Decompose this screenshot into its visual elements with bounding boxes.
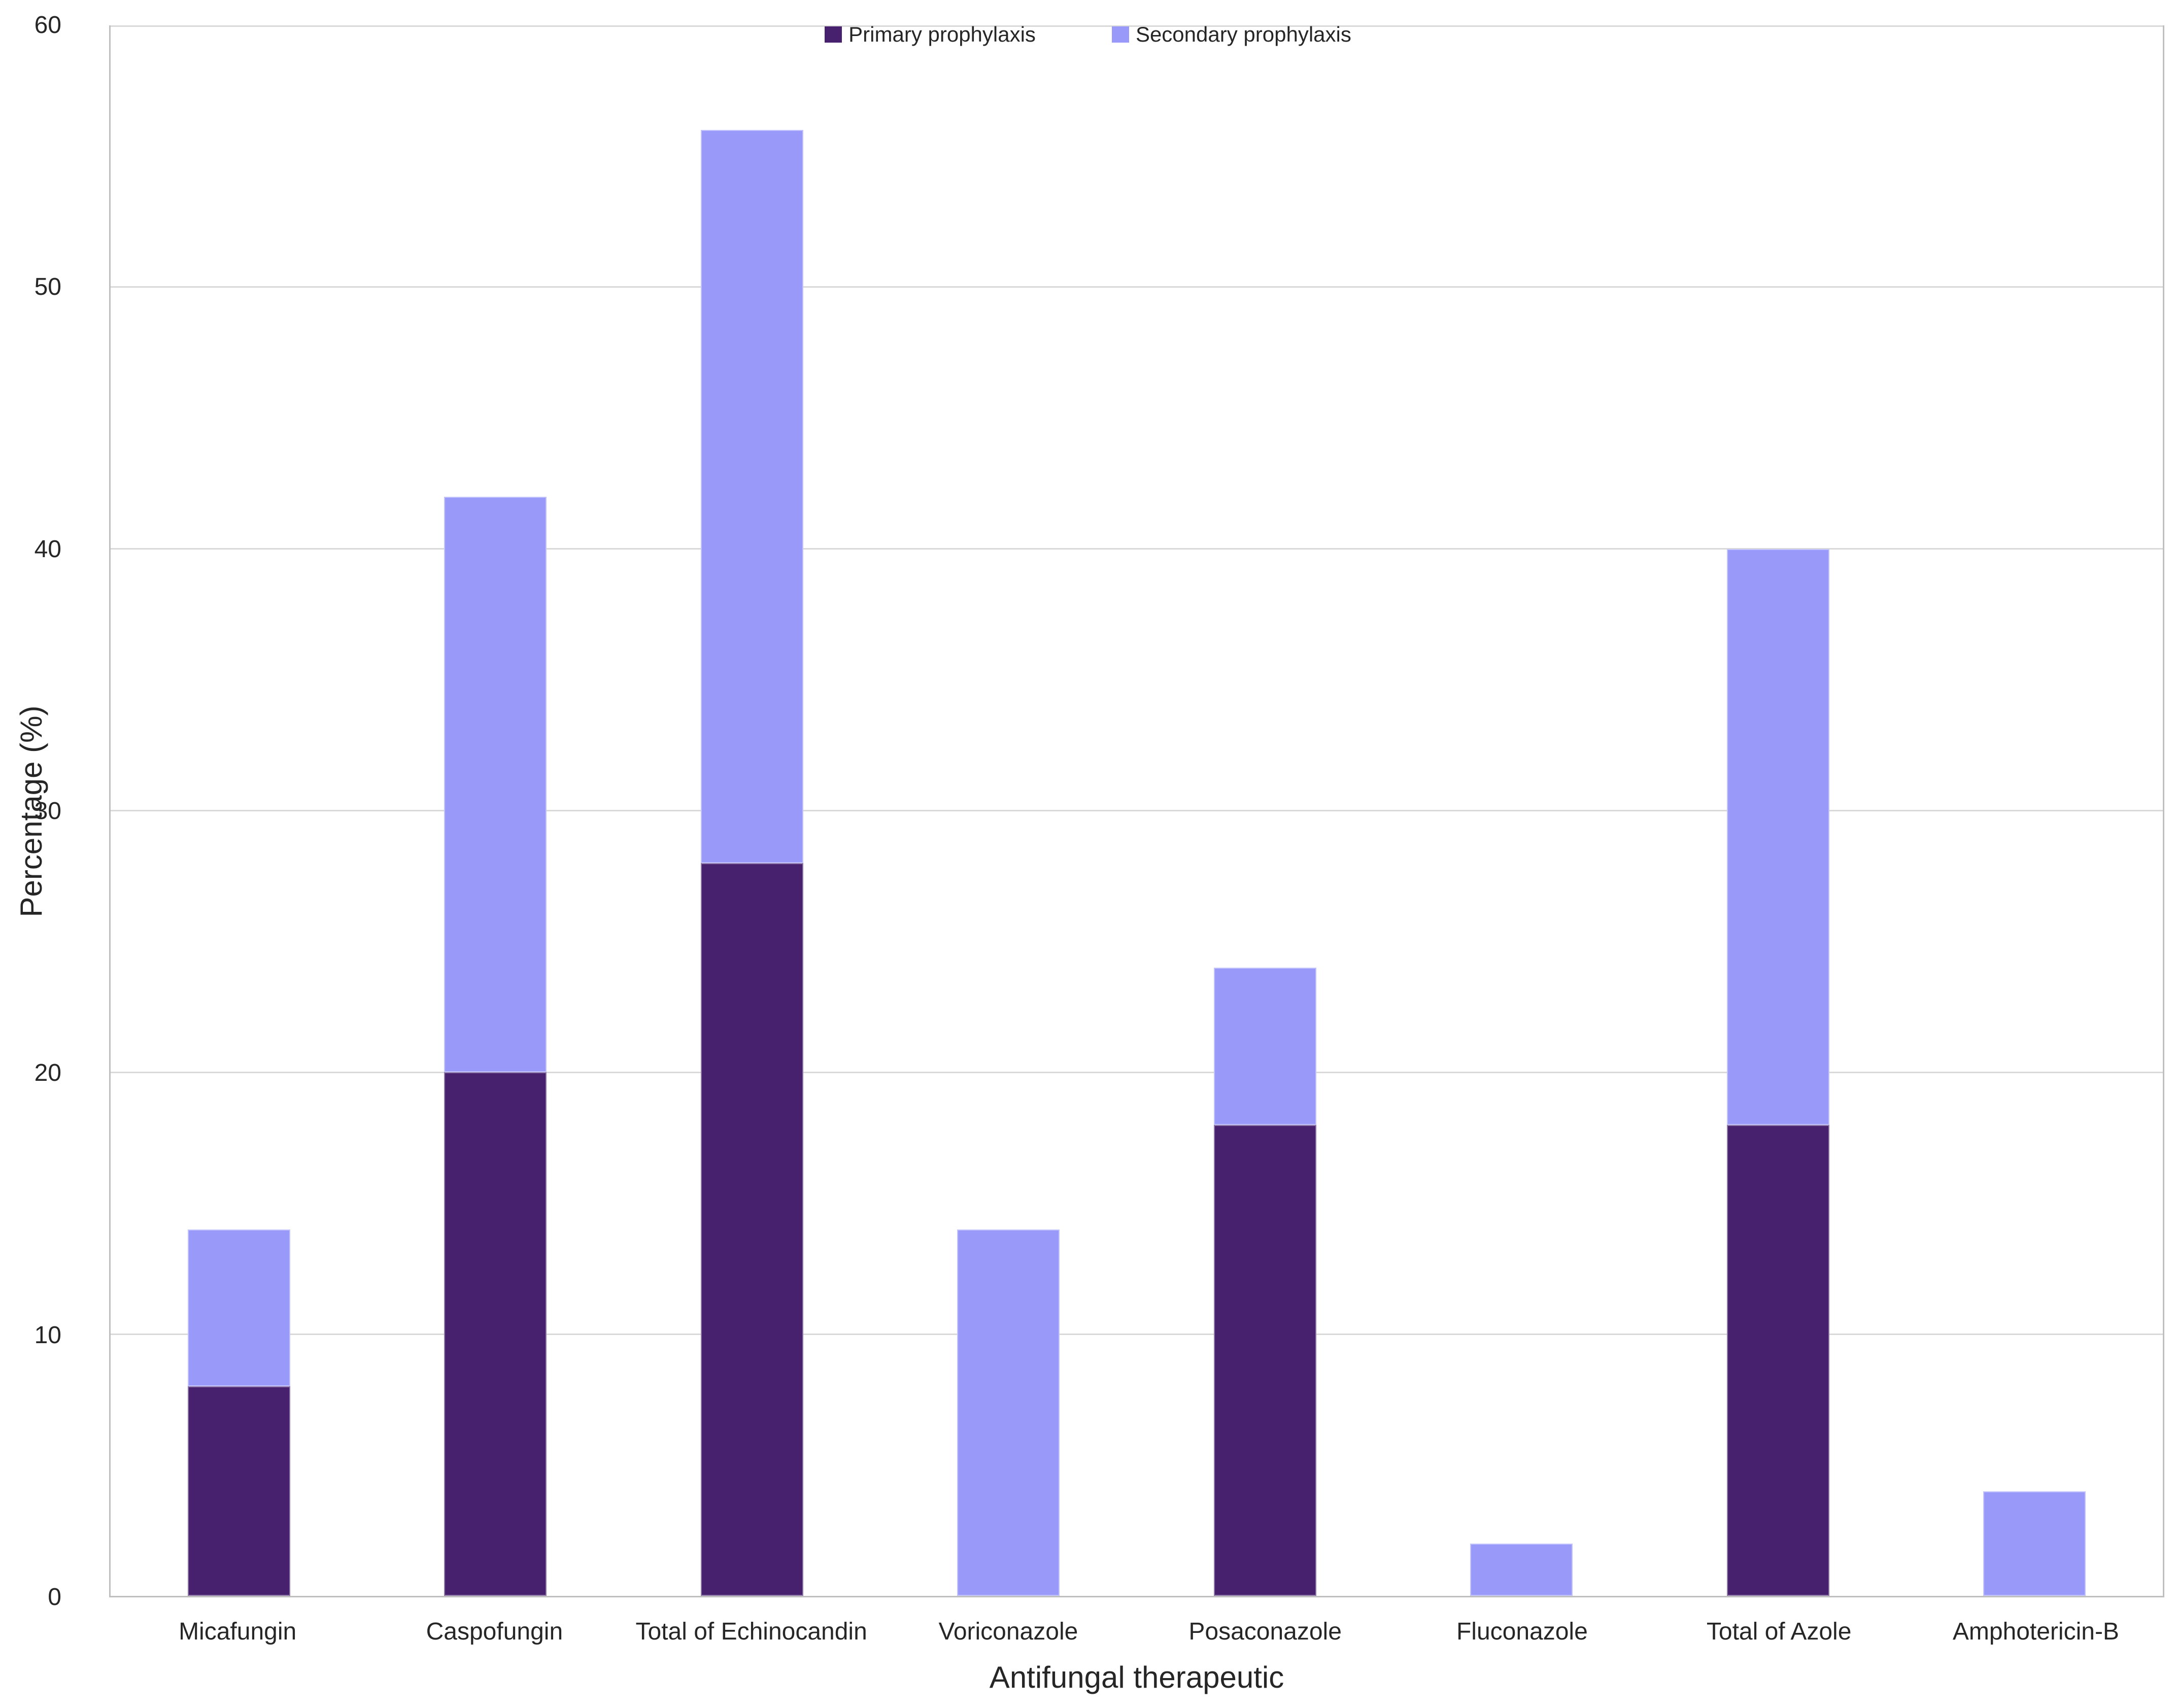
- bar-segment-primary: [444, 1072, 547, 1596]
- bar-segment-secondary: [1726, 549, 1829, 1125]
- y-tick-label-10: 10: [34, 1321, 61, 1349]
- bar-segment-primary: [187, 1386, 290, 1596]
- primary-series-swatch-icon: [825, 26, 842, 43]
- bar-segment-primary: [1213, 1124, 1316, 1596]
- bar-slot-total-of-azole: [1650, 25, 1907, 1596]
- y-tick-label-0: 0: [48, 1584, 61, 1611]
- x-category-label: Total of Azole: [1706, 1618, 1852, 1645]
- bar-slot-caspofungin: [367, 25, 624, 1596]
- x-axis-category-labels: Micafungin Caspofungin Total of Echinocand…: [109, 1618, 2164, 1654]
- bar-segment-secondary: [957, 1229, 1060, 1596]
- bar-segment-secondary: [1213, 968, 1316, 1125]
- bar-slot-posaconazole: [1137, 25, 1393, 1596]
- bar-segment-secondary: [700, 130, 803, 863]
- gridline-y-20: [111, 1071, 2163, 1073]
- gridline-y-30: [111, 810, 2163, 811]
- stacked-bar: [1213, 25, 1316, 1596]
- y-tick-label-30: 30: [34, 798, 61, 825]
- x-category-label: Posaconazole: [1188, 1618, 1342, 1645]
- bar-slot-voriconazole: [880, 25, 1137, 1596]
- x-category-label: Voriconazole: [938, 1618, 1078, 1645]
- stacked-bar: [1470, 25, 1573, 1596]
- bar-slot-total-of-echinocandin: [624, 25, 880, 1596]
- gridline-y-10: [111, 1333, 2163, 1335]
- secondary-series-swatch-icon: [1111, 26, 1129, 43]
- bar-slot-amphotericin-b: [1907, 25, 2163, 1596]
- stacked-bar: [444, 25, 547, 1596]
- gridline-y-60: [111, 25, 2163, 27]
- plot-area: [109, 25, 2164, 1597]
- x-axis-title: Antifungal therapeutic: [989, 1660, 1284, 1694]
- bar-slot-micafungin: [111, 25, 367, 1596]
- bar-segment-secondary: [1470, 1543, 1573, 1596]
- x-category-label: Fluconazole: [1456, 1618, 1588, 1645]
- legend-entry-secondary: Secondary prophylaxis: [1111, 22, 1351, 46]
- bar-segment-secondary: [1983, 1491, 2086, 1596]
- y-axis-tick-labels: 0 10 20 30 40 50 60: [0, 13, 85, 1610]
- stacked-bar: [1726, 25, 1829, 1596]
- bar-segment-primary: [1726, 1124, 1829, 1596]
- y-tick-label-50: 50: [34, 274, 61, 301]
- x-category-label: Total of Echinocandin: [635, 1618, 867, 1645]
- y-tick-label-60: 60: [34, 12, 61, 39]
- y-tick-label-20: 20: [34, 1060, 61, 1087]
- legend: Primary prophylaxis Secondary prophylaxi…: [0, 15, 2176, 54]
- y-tick-label-40: 40: [34, 535, 61, 563]
- legend-label-primary: Primary prophylaxis: [848, 22, 1036, 46]
- bar-segment-secondary: [187, 1229, 290, 1387]
- gridline-y-40: [111, 548, 2163, 550]
- gridline-y-50: [111, 286, 2163, 288]
- stacked-bar: [700, 25, 803, 1596]
- stacked-bar: [187, 25, 290, 1596]
- bar-segment-primary: [700, 863, 803, 1596]
- x-category-label: Micafungin: [179, 1618, 297, 1645]
- stacked-bar: [1983, 25, 2086, 1596]
- x-category-label: Caspofungin: [426, 1618, 563, 1645]
- legend-label-secondary: Secondary prophylaxis: [1135, 22, 1351, 46]
- bar-segment-secondary: [444, 496, 547, 1073]
- stacked-bar: [957, 25, 1060, 1596]
- x-category-label: Amphotericin-B: [1952, 1618, 2119, 1645]
- legend-entry-primary: Primary prophylaxis: [825, 24, 1036, 45]
- bar-slot-fluconazole: [1393, 25, 1650, 1596]
